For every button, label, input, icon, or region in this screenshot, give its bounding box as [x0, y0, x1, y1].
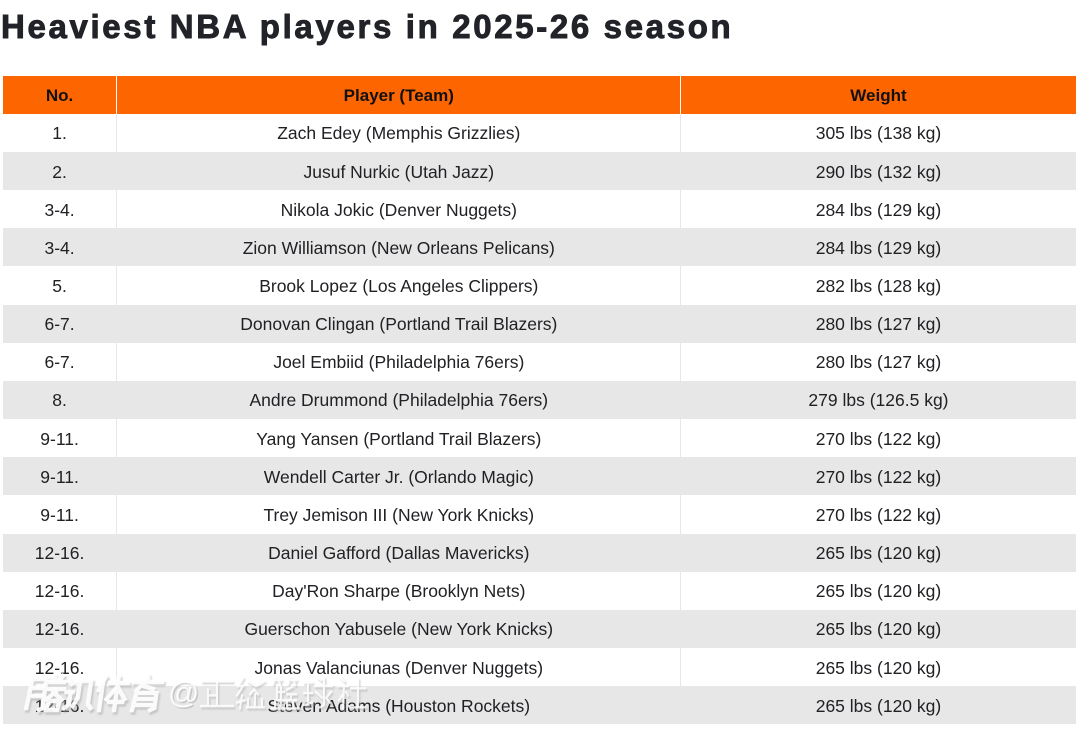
svg-text:@: @ [170, 677, 201, 712]
svg-text:@: @ [168, 675, 199, 710]
